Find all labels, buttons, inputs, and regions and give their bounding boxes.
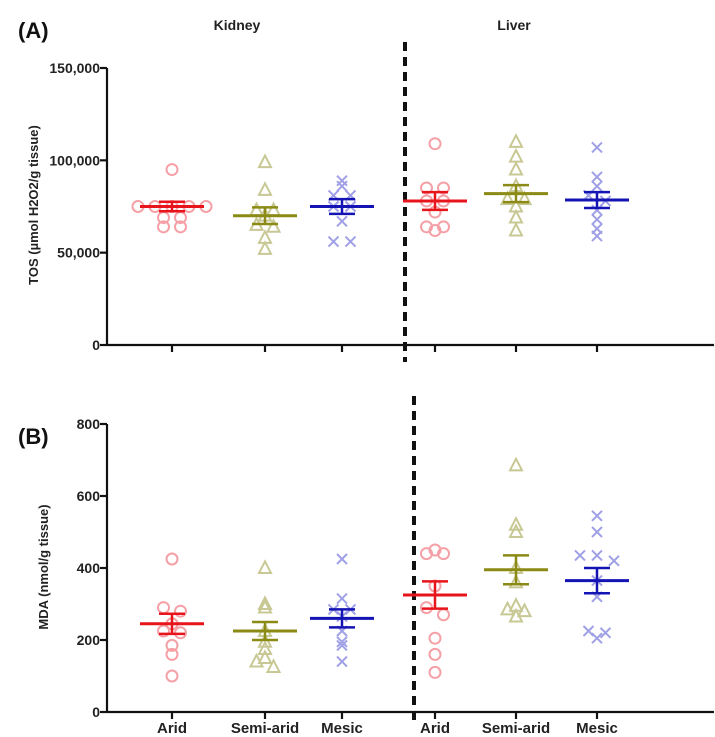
data-point-triangle	[257, 649, 273, 664]
data-point-x	[327, 235, 340, 248]
x-tick-label: Arid	[157, 720, 187, 737]
data-point-circle	[165, 552, 179, 566]
data-point-circle	[428, 224, 442, 238]
y-tick-label: 0	[92, 704, 100, 720]
y-tick-label: 800	[77, 416, 101, 432]
x-tick-label: Semi-arid	[482, 720, 550, 737]
panel-b-y-axis-title: MDA (nmol/g tissue)	[36, 504, 51, 629]
data-point-triangle	[508, 208, 524, 224]
data-point-triangle	[257, 181, 273, 196]
data-point-circle	[165, 163, 179, 177]
data-point-circle	[437, 181, 450, 195]
data-point-x	[336, 592, 348, 605]
panel-b-plot: 0 200 400 600 800 Arid Semi-arid Mesic Arid Semi-…	[77, 396, 714, 737]
panel-a-y-axis-title: TOS (µmol H2O2/g tissue)	[26, 125, 41, 285]
data-point-triangle	[508, 133, 524, 148]
data-point-x	[336, 655, 348, 668]
data-point-triangle	[516, 190, 533, 206]
data-point-x	[591, 549, 603, 562]
data-point-circle	[174, 604, 187, 618]
data-point-circle	[157, 601, 170, 615]
data-point-circle	[428, 665, 442, 679]
data-point-circle	[420, 181, 433, 195]
data-point-x	[591, 230, 603, 242]
x-tick-label: Mesic	[576, 720, 618, 737]
data-point-x	[336, 174, 348, 187]
x-tick-label: Arid	[420, 720, 450, 737]
data-point-triangle	[257, 153, 273, 169]
data-point-x	[608, 555, 620, 567]
panel-b: (B) MDA (nmol/g tissue) 0 200 400 600 800 Ari…	[18, 396, 714, 737]
data-point-circle	[437, 608, 450, 622]
data-point-triangle	[265, 218, 282, 233]
data-point-x	[591, 141, 603, 154]
data-point-x	[336, 215, 348, 227]
panel-a-plot: 0 50,000 100,000 150,000	[49, 42, 714, 362]
data-point-triangle	[265, 658, 282, 673]
data-point-triangle	[508, 160, 524, 176]
data-point-triangle	[516, 602, 533, 618]
data-point-circle	[420, 547, 433, 561]
data-point-circle	[157, 624, 170, 638]
data-point-circle	[437, 547, 450, 561]
data-point-x	[344, 235, 357, 248]
data-point-triangle	[257, 598, 273, 614]
y-tick-label: 400	[77, 560, 101, 576]
data-point-x	[336, 553, 348, 565]
y-tick-label: 150,000	[49, 60, 100, 76]
data-point-x	[574, 549, 586, 562]
data-point-triangle	[508, 221, 524, 237]
panel-a-label: (A)	[18, 18, 49, 43]
data-point-circle	[165, 647, 179, 661]
data-point-x	[336, 639, 348, 652]
data-point-triangle	[508, 607, 524, 623]
data-point-triangle	[508, 147, 524, 163]
data-point-circle	[428, 647, 442, 661]
panel-a: (A) Kidney Liver TOS (µmol H2O2/g tissue…	[18, 17, 714, 362]
data-point-triangle	[248, 201, 265, 217]
data-point-triangle	[508, 516, 524, 531]
data-point-triangle	[257, 640, 273, 655]
data-point-triangle	[499, 190, 516, 206]
data-point-x	[336, 180, 348, 192]
group-title-liver: Liver	[497, 17, 531, 33]
data-point-circle	[428, 631, 442, 645]
data-point-x	[336, 636, 348, 648]
data-point-x	[599, 627, 612, 639]
data-point-x	[591, 632, 603, 644]
data-point-triangle	[265, 201, 282, 217]
data-point-x	[591, 526, 603, 538]
y-tick-label: 100,000	[49, 152, 100, 168]
data-point-triangle	[257, 595, 273, 610]
data-point-triangle	[499, 600, 516, 616]
data-point-circle	[157, 220, 170, 234]
data-point-circle	[165, 669, 179, 683]
data-point-x	[591, 171, 603, 183]
data-point-circle	[428, 137, 442, 151]
y-tick-label: 600	[77, 488, 101, 504]
data-point-circle	[165, 638, 179, 652]
data-point-triangle	[248, 652, 265, 668]
y-tick-label: 0	[92, 337, 100, 353]
data-point-triangle	[508, 523, 524, 538]
x-tick-label: Semi-arid	[231, 720, 299, 737]
data-point-circle	[174, 220, 187, 234]
data-point-triangle	[508, 456, 524, 472]
data-point-x	[591, 213, 603, 226]
data-point-x	[591, 180, 603, 192]
data-point-x	[591, 510, 603, 522]
y-tick-label: 200	[77, 632, 101, 648]
data-point-triangle	[508, 573, 524, 589]
panel-b-label: (B)	[18, 424, 49, 449]
y-tick-label: 50,000	[57, 245, 100, 261]
data-point-triangle	[257, 240, 273, 255]
group-title-kidney: Kidney	[214, 17, 261, 33]
x-tick-label: Mesic	[321, 720, 363, 737]
data-point-triangle	[257, 559, 273, 574]
